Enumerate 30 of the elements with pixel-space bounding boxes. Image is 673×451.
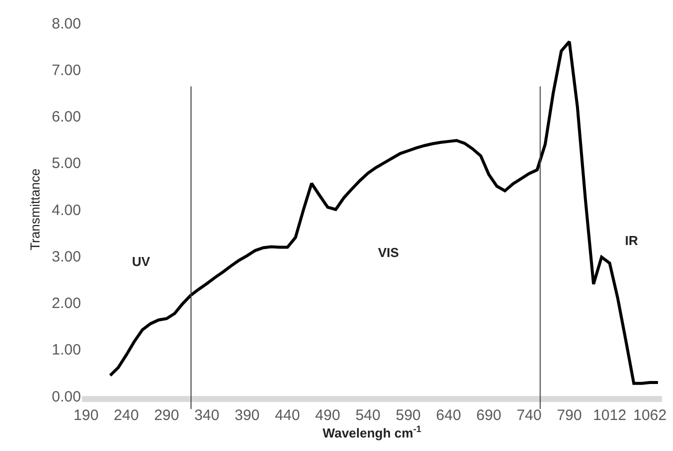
- y-tick-label: 3.00: [52, 248, 81, 266]
- x-tick-label: 1012: [592, 407, 626, 424]
- y-tick-label: 0.00: [52, 388, 81, 406]
- x-tick-label: 540: [355, 407, 380, 424]
- x-tick-label: 440: [274, 407, 300, 424]
- annotation: IR: [625, 233, 639, 248]
- x-tick-label: 390: [234, 407, 260, 424]
- y-tick-label: 1.00: [52, 342, 81, 359]
- y-tick-label: 5.00: [52, 155, 81, 172]
- y-tick-label: 2.00: [52, 295, 81, 312]
- x-axis-title: Wavelengh cm$^{-1}$: [322, 424, 422, 440]
- x-tick-label: 590: [396, 407, 421, 424]
- y-tick-label: 4.00: [52, 202, 81, 219]
- x-tick-label: 290: [154, 407, 180, 424]
- x-tick-label: 1062: [633, 407, 667, 424]
- x-tick-label: 190: [74, 407, 99, 424]
- annotation: UV: [132, 254, 150, 269]
- x-tick-label: 740: [516, 407, 542, 424]
- x-tick-label: 790: [556, 407, 582, 424]
- x-tick-label: 240: [114, 407, 139, 424]
- annotation: VIS: [378, 245, 400, 260]
- y-tick-label: 6.00: [52, 108, 81, 126]
- x-tick-label: 640: [436, 407, 462, 424]
- x-tick-label: 490: [315, 407, 340, 424]
- y-tick-label: 8.00: [52, 15, 81, 32]
- x-tick-label: 340: [194, 407, 220, 424]
- y-tick-label: 7.00: [52, 62, 81, 79]
- line-series: [108, 40, 660, 385]
- x-tick-label: 690: [476, 407, 502, 424]
- y-axis-title: Transmittance: [28, 168, 43, 250]
